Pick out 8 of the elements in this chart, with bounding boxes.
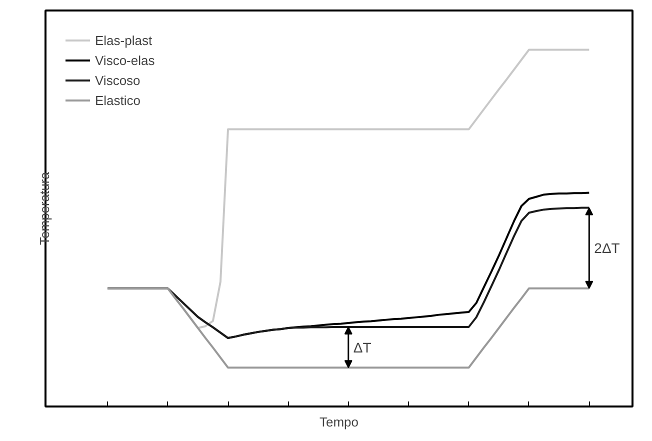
legend-label: Elas-plast (95, 32, 152, 48)
legend-label: Elastico (95, 92, 141, 108)
y-axis-title: Temperatura (37, 171, 52, 245)
annotation: ΔT (353, 339, 372, 356)
legend-label: Viscoso (95, 72, 140, 88)
x-axis-title: Tempo (319, 414, 359, 430)
legend-label: Visco-elas (95, 52, 155, 68)
text: 2ΔT (594, 240, 620, 256)
